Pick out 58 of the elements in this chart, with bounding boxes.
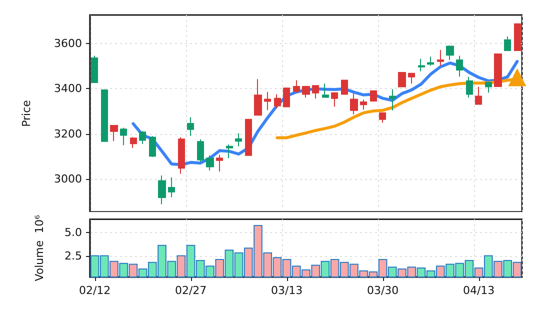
candlestick [485,81,492,94]
candlestick [235,132,242,147]
x-tick-label: 04/13 [462,284,495,297]
candlestick [331,92,338,108]
candlestick [197,138,204,162]
x-tick-label: 02/12 [78,284,111,297]
candlestick [139,130,146,144]
x-tick-label: 02/27 [174,284,207,297]
candlestick [264,91,271,111]
candlestick [120,127,127,146]
candlestick [168,176,175,198]
candlestick [446,44,454,61]
candlestick [110,125,118,142]
candlestick [149,136,156,158]
y-tick-label: 2.5 [64,250,82,263]
y-axis-title: Price [20,100,33,127]
candlestick [226,144,233,159]
candlestick [322,83,329,98]
candlestick [254,78,262,116]
y-tick-label: 3200 [54,127,82,140]
candlestick [274,94,281,109]
candlestick [130,136,137,148]
candlestick [91,55,98,83]
candlestick [302,85,310,98]
y-tick-label: 3400 [54,82,82,96]
y-tick-label: 5.0 [64,226,82,240]
candlestick [158,175,166,205]
candlestick [101,88,108,142]
candlestick [350,93,358,115]
candlestick [216,154,223,172]
y-tick-label: 3000 [54,172,82,186]
candlestick [466,76,473,98]
y-axis-title: Volume 10⁶ [33,214,46,282]
candlestick [360,99,367,110]
candlestick [178,136,185,174]
candlestick [187,116,194,136]
candlestick [504,36,511,52]
y-tick-label: 3600 [54,36,82,50]
candlestick [341,80,348,95]
candlestick [206,154,214,171]
candlestick [456,55,463,78]
candlestick [293,80,300,94]
candlestick [283,86,290,108]
candlestick [475,86,482,105]
candlestick [389,88,396,111]
candlestick [427,56,434,66]
x-tick-label: 03/13 [270,284,303,297]
candlestick [418,58,425,72]
candlestick [245,118,252,156]
x-tick-label: 03/30 [366,284,399,297]
candlestick [494,53,502,88]
candlestick [437,49,444,66]
candlestick [370,90,377,102]
candlestick [312,84,319,100]
candlestick [398,72,406,88]
candlestick [514,23,521,52]
candlestick [408,72,415,84]
candlestick [379,112,386,124]
